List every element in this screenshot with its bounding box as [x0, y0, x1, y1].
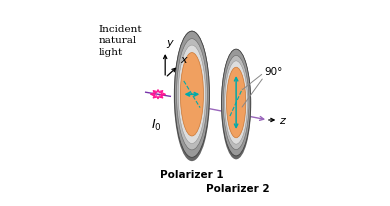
- Ellipse shape: [178, 46, 206, 144]
- Text: Incident
natural
light: Incident natural light: [98, 25, 142, 56]
- Ellipse shape: [174, 32, 209, 158]
- Ellipse shape: [223, 56, 249, 150]
- Text: $z$: $z$: [279, 115, 287, 125]
- Text: $x$: $x$: [179, 55, 188, 65]
- Ellipse shape: [225, 62, 248, 144]
- Text: Polarizer 2: Polarizer 2: [206, 183, 270, 193]
- Ellipse shape: [174, 32, 210, 161]
- Ellipse shape: [180, 53, 204, 136]
- Ellipse shape: [222, 50, 251, 156]
- Ellipse shape: [221, 50, 251, 160]
- Text: Polarizer 1: Polarizer 1: [160, 169, 224, 179]
- Ellipse shape: [177, 40, 207, 150]
- Text: $y$: $y$: [166, 38, 175, 50]
- Ellipse shape: [227, 68, 246, 138]
- Text: 90°: 90°: [264, 66, 282, 76]
- Text: $I_0$: $I_0$: [151, 117, 161, 132]
